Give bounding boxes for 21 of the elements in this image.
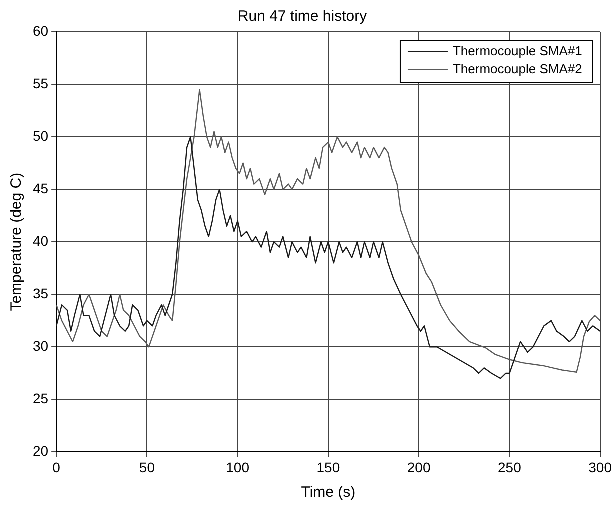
y-tick-label: 55 bbox=[32, 75, 49, 92]
y-axis-title: Temperature (deg C) bbox=[8, 172, 26, 312]
y-tick-label: 50 bbox=[32, 128, 49, 144]
x-tick-label: 200 bbox=[407, 459, 431, 476]
x-tick-label: 250 bbox=[498, 459, 522, 476]
x-tick-label: 50 bbox=[139, 459, 156, 476]
y-tick-label: 60 bbox=[32, 22, 49, 39]
x-tick-label: 100 bbox=[226, 459, 250, 476]
x-tick-label: 0 bbox=[52, 459, 61, 476]
chart-title: Run 47 time history bbox=[238, 8, 368, 26]
y-tick-label: 20 bbox=[32, 443, 49, 460]
y-tick-label: 25 bbox=[32, 390, 49, 407]
y-tick-label: 45 bbox=[32, 180, 49, 196]
y-tick-label: 35 bbox=[32, 285, 49, 302]
y-tick-label: 40 bbox=[32, 232, 49, 249]
legend-label: Thermocouple SMA#1 bbox=[452, 44, 582, 59]
x-tick-label: 150 bbox=[316, 459, 340, 476]
x-axis-title: Time (s) bbox=[301, 484, 356, 502]
y-tick-label: 30 bbox=[32, 338, 49, 354]
legend-label: Thermocouple SMA#2 bbox=[452, 62, 582, 77]
x-tick-label: 300 bbox=[588, 459, 612, 476]
